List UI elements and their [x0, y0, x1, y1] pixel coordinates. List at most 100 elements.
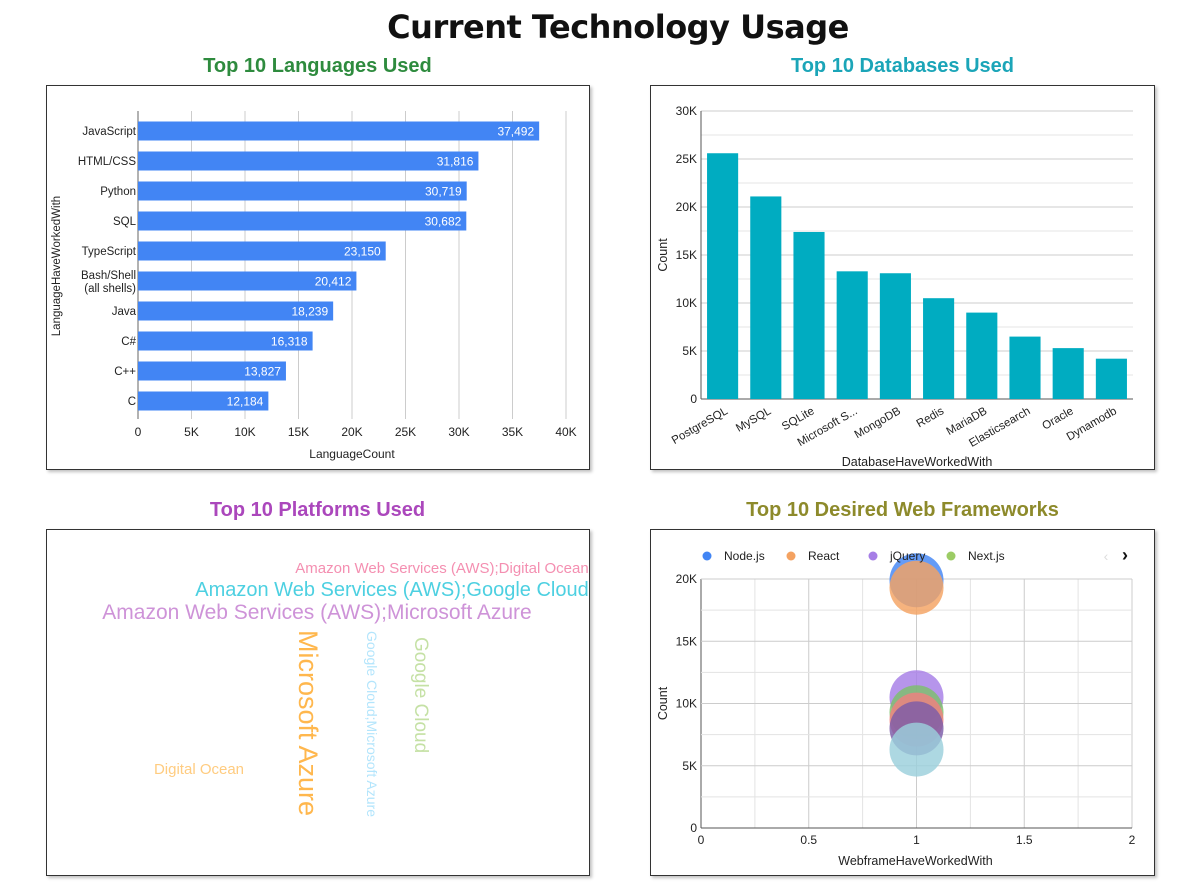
y-tick-label: 5K	[682, 344, 697, 358]
x-tick-label: MySQL	[734, 405, 774, 435]
y-axis-label: Count	[656, 686, 670, 720]
y-tick-label: SQL	[113, 216, 137, 228]
bar	[138, 211, 467, 231]
legend-marker	[868, 551, 878, 561]
legend-marker	[786, 551, 796, 561]
bar-value-label: 13,827	[244, 365, 281, 379]
bar	[750, 196, 782, 399]
legend-label: Next.js	[968, 549, 1005, 563]
x-axis-label: LanguageCount	[309, 447, 395, 461]
bar-value-label: 23,150	[344, 245, 381, 259]
bar	[138, 241, 386, 261]
y-tick-label: 20K	[676, 572, 697, 586]
y-tick-label: 5K	[682, 759, 697, 773]
frameworks-bubble-chart: 0 0.5 1 1.5 2 0 5K 10K 15K 20K Node.js React jQuery N…	[656, 545, 1136, 868]
word-cloud-word: Amazon Web Services (AWS);Google Cloud	[195, 579, 589, 601]
bar	[923, 298, 955, 399]
x-tick-label: 0.5	[800, 833, 817, 847]
legend-prev-icon: ‹	[1104, 548, 1109, 564]
platforms-chart-panel: Amazon Web Services (AWS);Digital Ocean A…	[46, 529, 590, 876]
y-tick-label: JavaScript	[82, 126, 136, 138]
bar	[707, 153, 739, 399]
bar	[138, 301, 334, 321]
y-tick-label: 0	[690, 821, 697, 835]
bar	[836, 271, 868, 399]
legend-marker	[946, 551, 956, 561]
bar	[793, 231, 825, 399]
bar-value-label: 30,719	[425, 185, 462, 199]
y-tick-label: TypeScript	[82, 246, 137, 258]
languages-chart-panel: 0 5K 10K 15K 20K 25K 30K 35K 40K 37,492 JavaScript…	[46, 85, 590, 470]
bar-value-label: 16,318	[271, 335, 308, 349]
bar	[966, 312, 998, 399]
x-tick-label: Redis	[915, 405, 947, 430]
x-tick-label: 1	[913, 833, 920, 847]
bar	[138, 361, 286, 381]
x-tick-label: 0	[135, 425, 142, 439]
x-tick-label: Oracle	[1040, 405, 1075, 432]
legend-label: jQuery	[889, 549, 925, 563]
word-cloud-word: Amazon Web Services (AWS);Digital Ocean	[295, 560, 588, 577]
bar	[879, 273, 911, 399]
databases-chart-panel: 0 5K 10K 15K 20K 25K 30K PostgreSQL MySQL SQLite M…	[650, 85, 1155, 470]
word-cloud-word: Google Cloud;Microsoft Azure	[364, 631, 380, 817]
y-tick-label: 0	[690, 392, 697, 406]
word-cloud-word: Microsoft Azure	[293, 630, 323, 816]
bubble	[889, 560, 944, 615]
x-axis-label: WebframeHaveWorkedWith	[838, 854, 992, 868]
bar	[1052, 348, 1084, 399]
bar-value-label: 20,412	[315, 275, 352, 289]
legend-next-icon[interactable]: ›	[1122, 545, 1128, 565]
y-tick-label: C#	[121, 336, 136, 348]
y-tick-label: 20K	[676, 200, 697, 214]
x-tick-label: 5K	[184, 425, 199, 439]
databases-chart-title: Top 10 Databases Used	[790, 55, 1015, 77]
bar-value-label: 12,184	[227, 395, 264, 409]
bar	[138, 181, 467, 201]
legend-label: React	[808, 549, 840, 563]
y-tick-label: 15K	[676, 634, 697, 648]
x-tick-label: PostgreSQL	[670, 405, 731, 447]
y-tick-label: C++	[114, 366, 136, 378]
y-axis-label: LanguageHaveWorkedWith	[51, 196, 63, 336]
word-cloud-word: Google Cloud	[410, 637, 431, 753]
y-tick-label: 15K	[676, 248, 697, 262]
y-tick-label: Java	[112, 306, 137, 318]
x-tick-label: 30K	[448, 425, 469, 439]
x-tick-label: MongoDB	[853, 405, 904, 441]
y-tick-label: Bash/Shell (all shells)	[81, 270, 136, 295]
legend-marker	[702, 551, 712, 561]
x-axis-label: DatabaseHaveWorkedWith	[842, 455, 993, 469]
x-tick-label: 10K	[234, 425, 255, 439]
x-tick-label: 1.5	[1016, 833, 1033, 847]
y-tick-label: HTML/CSS	[78, 156, 136, 168]
frameworks-chart-panel: 0 0.5 1 1.5 2 0 5K 10K 15K 20K Node.js React jQuery N…	[650, 529, 1155, 876]
word-cloud-word: Digital Ocean	[154, 761, 244, 778]
page-title: Current Technology Usage	[387, 8, 849, 46]
word-cloud-word: Amazon Web Services (AWS);Microsoft Azur…	[102, 601, 531, 624]
x-tick-label: 15K	[288, 425, 309, 439]
bar	[138, 391, 269, 411]
bar	[1095, 358, 1127, 399]
x-tick-label: 20K	[341, 425, 362, 439]
bar	[138, 271, 357, 291]
bar	[138, 121, 540, 141]
platforms-chart-title: Top 10 Platforms Used	[209, 499, 426, 521]
x-tick-label: 35K	[502, 425, 523, 439]
y-tick-label: 10K	[676, 697, 697, 711]
languages-chart-title: Top 10 Languages Used	[203, 55, 432, 77]
y-tick-label: 30K	[676, 104, 697, 118]
bar-value-label: 37,492	[497, 125, 534, 139]
platforms-word-cloud: Amazon Web Services (AWS);Digital Ocean A…	[102, 560, 589, 817]
x-tick-label: 0	[698, 833, 705, 847]
y-tick-label: C	[128, 396, 136, 408]
bar	[138, 151, 479, 171]
x-tick-label: 40K	[555, 425, 576, 439]
frameworks-chart-title: Top 10 Desired Web Frameworks	[746, 499, 1059, 521]
legend-label: Node.js	[724, 549, 765, 563]
bar-value-label: 31,816	[437, 155, 474, 169]
bar	[1009, 336, 1041, 399]
bar-value-label: 18,239	[291, 305, 328, 319]
languages-bar-chart: 0 5K 10K 15K 20K 25K 30K 35K 40K 37,492 JavaScript…	[51, 111, 577, 461]
